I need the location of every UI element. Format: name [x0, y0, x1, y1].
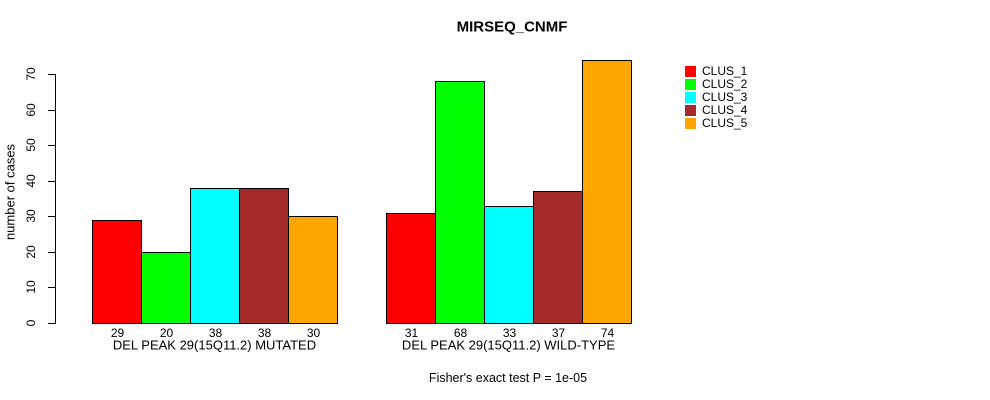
footer-annotation: Fisher's exact test P = 1e-05	[428, 371, 588, 385]
legend-swatch	[685, 66, 696, 77]
y-axis-tick-label: 0	[24, 319, 38, 327]
bar-value-label: 68	[453, 326, 468, 340]
y-axis-tick	[48, 74, 55, 75]
legend-item: CLUS_1	[685, 65, 747, 78]
bar	[288, 216, 338, 324]
bar-value-label: 37	[551, 326, 566, 340]
y-axis-tick-label: 20	[24, 245, 38, 259]
y-axis-tick-label: 50	[24, 138, 38, 152]
bar	[239, 187, 289, 324]
legend-item: CLUS_2	[685, 78, 747, 91]
bar	[533, 191, 583, 324]
y-axis-tick-label: 60	[24, 102, 38, 117]
bar	[190, 187, 240, 324]
legend-item: CLUS_3	[685, 91, 747, 104]
category-label: DEL PEAK 29(15Q11.2) MUTATED	[112, 337, 317, 353]
bar-value-label: 33	[502, 326, 517, 340]
legend-label: CLUS_1	[702, 64, 748, 78]
bar-value-label: 31	[404, 326, 419, 340]
y-axis-tick	[48, 216, 55, 218]
legend-label: CLUS_3	[702, 90, 748, 104]
bar-value-label: 38	[257, 326, 272, 340]
bar	[92, 219, 142, 324]
y-axis-line	[55, 74, 56, 324]
category-label: DEL PEAK 29(15Q11.2) WILD-TYPE	[401, 337, 616, 353]
chart-title: MIRSEQ_CNMF	[456, 18, 568, 36]
y-axis-tick-label: 30	[24, 209, 38, 223]
legend-swatch	[685, 118, 696, 129]
y-axis-label: number of cases	[2, 143, 18, 241]
legend-item: CLUS_4	[685, 104, 747, 117]
y-axis-tick-label: 70	[24, 67, 38, 81]
bar-value-label: 30	[306, 326, 321, 340]
bar-value-label: 38	[208, 326, 223, 340]
legend-item: CLUS_5	[685, 117, 747, 130]
y-axis-tick	[48, 145, 55, 147]
bar	[435, 81, 485, 324]
legend-label: CLUS_5	[702, 116, 748, 130]
legend: CLUS_1 CLUS_2 CLUS_3 CLUS_4 CLUS_5	[685, 65, 747, 130]
y-axis-tick	[48, 251, 55, 253]
y-axis-tick	[48, 287, 55, 289]
bar-value-label: 20	[159, 326, 174, 340]
legend-swatch	[685, 105, 696, 116]
bar-value-label: 74	[600, 326, 615, 340]
bar	[141, 251, 191, 324]
legend-label: CLUS_2	[702, 77, 748, 91]
bar	[386, 212, 436, 324]
bar	[484, 205, 534, 324]
y-axis-tick	[48, 109, 55, 111]
legend-label: CLUS_4	[702, 103, 748, 117]
y-axis-tick	[48, 323, 55, 324]
legend-swatch	[685, 92, 696, 103]
bar	[582, 59, 632, 324]
y-axis-tick-label: 40	[24, 174, 38, 188]
y-axis-tick	[48, 180, 55, 182]
legend-swatch	[685, 79, 696, 90]
y-axis-tick-label: 10	[24, 280, 38, 295]
bar-value-label: 29	[110, 326, 125, 340]
